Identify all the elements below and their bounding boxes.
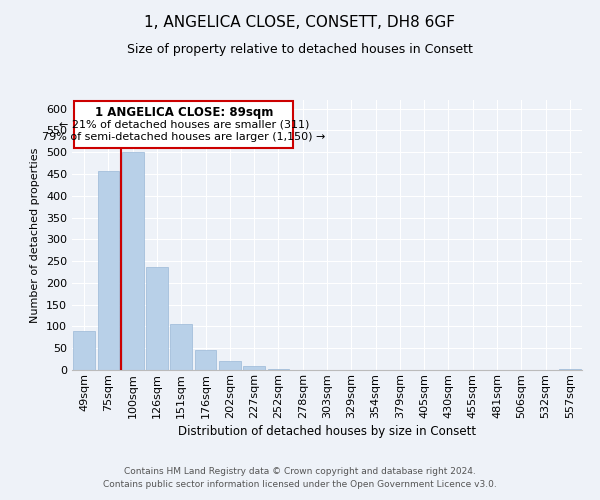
Bar bbox=[219, 362, 241, 370]
Text: Contains HM Land Registry data © Crown copyright and database right 2024.: Contains HM Land Registry data © Crown c… bbox=[124, 467, 476, 476]
Bar bbox=[243, 366, 265, 370]
Text: Size of property relative to detached houses in Consett: Size of property relative to detached ho… bbox=[127, 42, 473, 56]
Bar bbox=[122, 152, 143, 370]
Text: 79% of semi-detached houses are larger (1,150) →: 79% of semi-detached houses are larger (… bbox=[42, 132, 325, 142]
Text: Contains public sector information licensed under the Open Government Licence v3: Contains public sector information licen… bbox=[103, 480, 497, 489]
Y-axis label: Number of detached properties: Number of detached properties bbox=[31, 148, 40, 322]
FancyBboxPatch shape bbox=[74, 101, 293, 148]
Bar bbox=[97, 171, 119, 370]
Bar bbox=[559, 368, 581, 370]
Text: 1 ANGELICA CLOSE: 89sqm: 1 ANGELICA CLOSE: 89sqm bbox=[95, 106, 273, 118]
Text: 1, ANGELICA CLOSE, CONSETT, DH8 6GF: 1, ANGELICA CLOSE, CONSETT, DH8 6GF bbox=[145, 15, 455, 30]
Bar bbox=[268, 369, 289, 370]
Bar bbox=[170, 324, 192, 370]
Bar bbox=[146, 267, 168, 370]
Text: ← 21% of detached houses are smaller (311): ← 21% of detached houses are smaller (31… bbox=[59, 120, 309, 130]
Bar bbox=[73, 331, 95, 370]
X-axis label: Distribution of detached houses by size in Consett: Distribution of detached houses by size … bbox=[178, 425, 476, 438]
Bar bbox=[194, 350, 217, 370]
